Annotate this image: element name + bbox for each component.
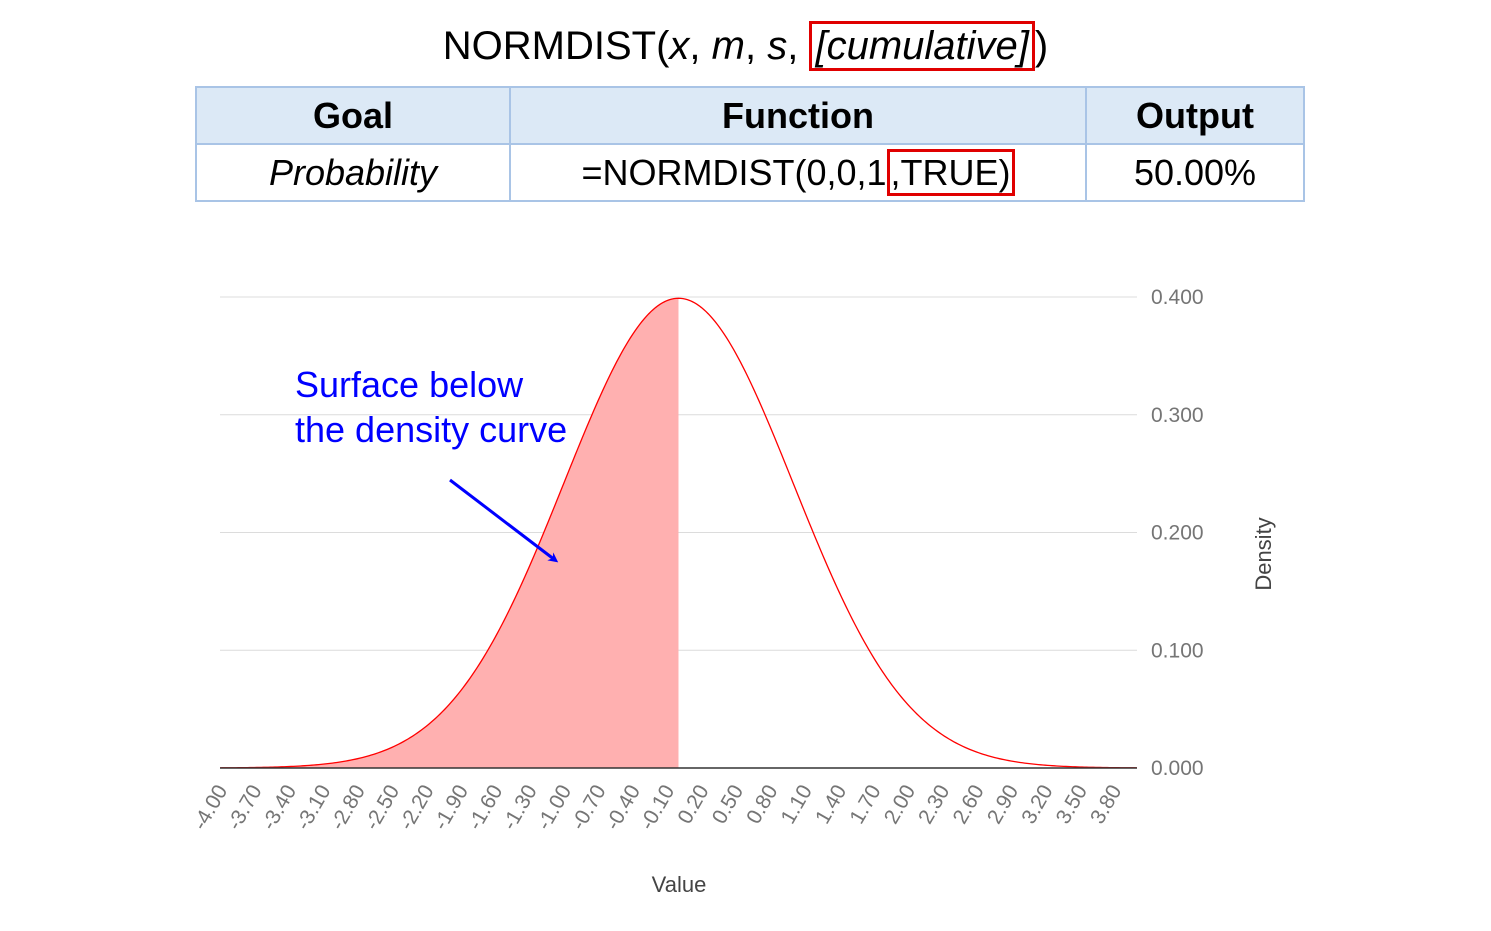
x-tick-label: -1.60 <box>464 781 508 834</box>
x-tick-label: -3.40 <box>257 781 301 834</box>
x-tick-label: -1.90 <box>429 781 473 834</box>
x-tick-labels: -4.00-3.70-3.40-3.10-2.80-2.50-2.20-1.90… <box>188 781 1126 834</box>
title-arg-cumulative: [cumulative] <box>809 21 1035 71</box>
y-tick-label: 0.100 <box>1151 639 1204 662</box>
annotation-arrow <box>449 478 559 563</box>
x-tick-label: 1.10 <box>777 781 817 828</box>
cell-goal: Probability <box>195 143 511 202</box>
y-tick-label: 0.400 <box>1151 286 1204 309</box>
x-tick-label: 1.70 <box>845 781 885 828</box>
x-tick-label: 0.50 <box>708 781 748 828</box>
y-tick-labels: 0.000 0.100 0.200 0.300 0.400 <box>1151 286 1204 780</box>
x-tick-label: -2.20 <box>395 781 439 834</box>
x-tick-label: 0.80 <box>742 781 782 828</box>
annotation-line-2: the density curve <box>295 409 567 450</box>
y-tick-label: 0.200 <box>1151 522 1204 545</box>
x-tick-label: -1.00 <box>532 781 576 834</box>
x-tick-label: -3.10 <box>292 781 336 834</box>
density-curve <box>219 297 1138 769</box>
x-tick-label: 3.20 <box>1017 781 1057 828</box>
y-tick-label: 0.300 <box>1151 404 1204 427</box>
annotation-line-1: Surface below <box>295 364 524 405</box>
y-axis-label: Density <box>1251 517 1276 590</box>
title-arg-s: s <box>767 24 788 68</box>
function-text: =NORMDIST(0,0,1 <box>581 151 887 193</box>
x-tick-label: -0.70 <box>567 781 611 834</box>
x-tick-label: 1.40 <box>811 781 851 828</box>
x-tick-label: 2.90 <box>983 781 1023 828</box>
y-tick-label: 0.000 <box>1151 757 1204 780</box>
x-tick-label: -2.80 <box>326 781 370 834</box>
cell-function: =NORMDIST(0,0,1 ,TRUE) <box>509 143 1087 202</box>
table-row: Probability =NORMDIST(0,0,1 ,TRUE) 50.00% <box>195 143 1305 202</box>
x-tick-label: -0.10 <box>635 781 679 834</box>
cell-output: 50.00% <box>1085 143 1305 202</box>
x-tick-label: 3.80 <box>1086 781 1126 828</box>
title-arg-x: x <box>669 24 690 68</box>
x-tick-label: -1.30 <box>498 781 542 834</box>
function-table: Goal Function Output Probability =NORMDI… <box>195 86 1305 202</box>
x-tick-label: 0.20 <box>673 781 713 828</box>
x-tick-label: -0.40 <box>601 781 645 834</box>
title-sep-3: , <box>787 24 810 68</box>
chart-title: NORMDIST(x, m, s, [cumulative]) <box>0 21 1491 71</box>
title-sep-1: , <box>689 24 712 68</box>
x-tick-label: 2.30 <box>914 781 954 828</box>
x-tick-label: -4.00 <box>188 781 232 834</box>
x-axis-label: Value <box>652 872 707 897</box>
shaded-area <box>220 298 679 768</box>
title-arg-m: m <box>711 24 745 68</box>
title-sep-2: , <box>744 24 768 68</box>
header-goal: Goal <box>195 86 511 145</box>
x-tick-label: 2.60 <box>948 781 988 828</box>
function-highlight: ,TRUE) <box>886 148 1015 196</box>
header-function: Function <box>509 86 1087 145</box>
title-prefix: NORMDIST( <box>442 24 670 68</box>
header-output: Output <box>1085 86 1305 145</box>
x-tick-label: -2.50 <box>360 781 404 834</box>
table-header-row: Goal Function Output <box>195 86 1305 145</box>
title-suffix: ) <box>1034 24 1049 68</box>
x-tick-label: 2.00 <box>880 781 920 828</box>
x-tick-label: -3.70 <box>223 781 267 834</box>
x-tick-label: 3.50 <box>1052 781 1092 828</box>
